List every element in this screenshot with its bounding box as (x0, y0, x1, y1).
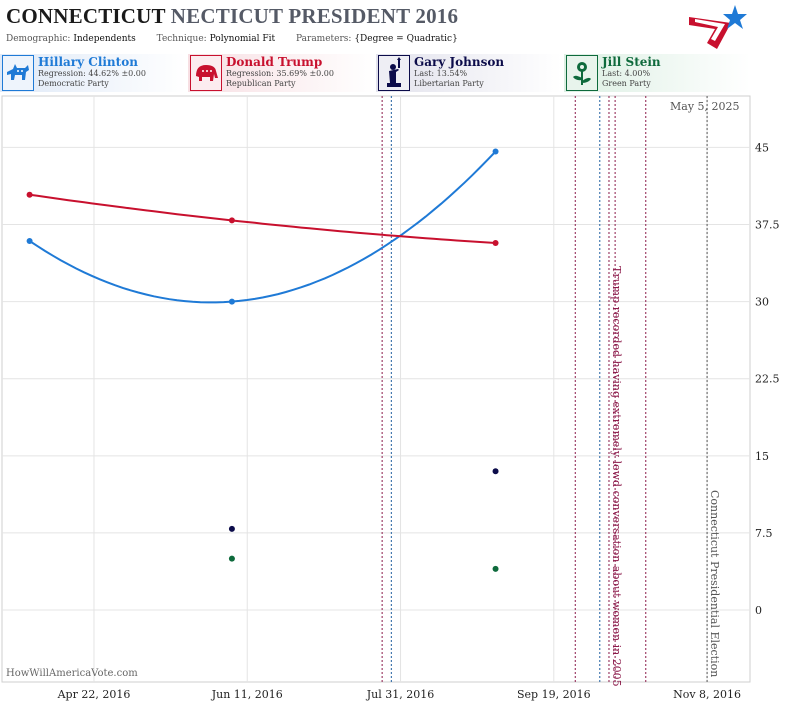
candidate-johnson[interactable]: Gary Johnson Last: 13.54% Libertarian Pa… (376, 54, 562, 92)
data-point (228, 555, 235, 562)
technique-label: Technique: (156, 34, 207, 44)
parameters-value: {Degree = Quadratic} (354, 34, 458, 44)
x-tick-label: Sep 19, 2016 (517, 688, 591, 701)
candidate-party: Republican Party (226, 79, 296, 88)
candidate-party: Democratic Party (38, 79, 109, 88)
title-race: NECTICUT PRESIDENT 2016 (170, 4, 459, 28)
y-tick-label: 45 (755, 141, 769, 154)
candidate-stat: Last: 4.00% (602, 69, 651, 78)
y-tick-label: 7.5 (755, 527, 773, 540)
flower-icon (566, 55, 598, 91)
candidate-legend: Hillary Clinton Regression: 44.62% ±0.00… (0, 54, 789, 94)
event-label: Connecticut Presidential Election (708, 490, 722, 678)
data-point (26, 237, 33, 244)
y-tick-label: 22.5 (755, 373, 780, 386)
donkey-icon (2, 55, 34, 91)
grid-lines (1, 95, 751, 683)
candidate-name: Donald Trump (226, 55, 323, 69)
chart-title: CONNECTICUT NECTICUT PRESIDENT 2016 (6, 4, 458, 29)
series-line (29, 193, 496, 244)
x-tick-label: Apr 22, 2016 (57, 688, 131, 701)
event-markers (381, 96, 708, 682)
event-label: Trump recorded having extremely lewd con… (609, 266, 623, 687)
plot-frame (1, 95, 751, 683)
y-tick-label: 30 (755, 296, 769, 309)
x-tick-label: Jun 11, 2016 (211, 688, 283, 701)
as-of-date: May 5, 2025 (670, 100, 740, 113)
data-point (492, 565, 499, 572)
elephant-icon (190, 55, 222, 91)
data-point (228, 298, 235, 305)
chart-parameters: Demographic: Independents Technique: Pol… (6, 34, 476, 44)
demographic-label: Demographic: (6, 34, 71, 44)
demographic-value: Independents (73, 34, 136, 44)
site-watermark[interactable]: HowWillAmericaVote.com (6, 668, 138, 679)
chart-header: CONNECTICUT NECTICUT PRESIDENT 2016 Demo… (0, 0, 789, 52)
data-point (26, 191, 33, 198)
candidate-name: Gary Johnson (414, 55, 505, 69)
series-layer (26, 148, 499, 572)
candidate-trump[interactable]: Donald Trump Regression: 35.69% ±0.00 Re… (188, 54, 374, 92)
candidate-party: Green Party (602, 79, 651, 88)
data-point (228, 217, 235, 224)
title-state: CONNECTICUT (6, 4, 166, 28)
data-point (228, 525, 235, 532)
candidate-clinton[interactable]: Hillary Clinton Regression: 44.62% ±0.00… (0, 54, 186, 92)
data-point (492, 148, 499, 155)
site-logo-icon[interactable] (687, 3, 749, 51)
candidate-name: Jill Stein (602, 55, 661, 69)
statue-of-liberty-icon (378, 55, 410, 91)
candidate-stat: Regression: 35.69% ±0.00 (226, 69, 334, 78)
y-tick-label: 0 (755, 604, 762, 617)
y-tick-label: 37.5 (755, 219, 780, 232)
candidate-stat: Last: 13.54% (414, 69, 468, 78)
candidate-name: Hillary Clinton (38, 55, 138, 69)
candidate-stein[interactable]: Jill Stein Last: 4.00% Green Party (564, 54, 750, 92)
data-point (492, 468, 499, 475)
x-tick-label: Jul 31, 2016 (366, 688, 435, 701)
technique-value: Polynomial Fit (209, 34, 276, 44)
parameters-label: Parameters: (296, 34, 352, 44)
candidate-stat: Regression: 44.62% ±0.00 (38, 69, 146, 78)
series-line (29, 150, 497, 304)
axis-labels: 0 7.5 15 22.5 30 37.5 45 Apr 22, 2016 Jun 11, 20… (57, 141, 780, 701)
y-tick-label: 15 (755, 450, 769, 463)
data-point (492, 240, 499, 247)
x-tick-label: Nov 8, 2016 (673, 688, 741, 701)
candidate-party: Libertarian Party (414, 79, 484, 88)
